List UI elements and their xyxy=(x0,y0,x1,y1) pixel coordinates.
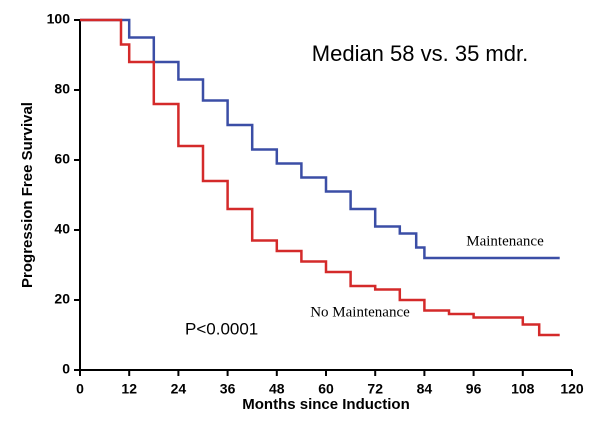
x-tick-label: 60 xyxy=(318,381,334,397)
y-tick-label: 20 xyxy=(54,291,70,307)
x-tick-label: 48 xyxy=(269,381,285,397)
x-tick-label: 120 xyxy=(560,381,584,397)
p-value: P<0.0001 xyxy=(185,319,258,338)
x-tick-label: 96 xyxy=(466,381,482,397)
y-tick-label: 0 xyxy=(62,361,70,377)
x-tick-label: 24 xyxy=(171,381,187,397)
y-axis-title: Progression Free Survival xyxy=(19,102,36,288)
y-tick-label: 100 xyxy=(47,11,71,27)
x-axis-title: Months since Induction xyxy=(242,396,410,413)
y-tick-label: 80 xyxy=(54,81,70,97)
x-tick-label: 0 xyxy=(76,381,84,397)
x-tick-label: 36 xyxy=(220,381,236,397)
series-label: Maintenance xyxy=(466,233,544,249)
x-tick-label: 72 xyxy=(367,381,383,397)
median-annotation: Median 58 vs. 35 mdr. xyxy=(312,41,528,66)
series-label: No Maintenance xyxy=(310,304,410,320)
x-tick-label: 84 xyxy=(417,381,433,397)
y-tick-label: 40 xyxy=(54,221,70,237)
x-tick-label: 108 xyxy=(511,381,535,397)
survival-curve xyxy=(80,18,560,337)
y-tick-label: 60 xyxy=(54,151,70,167)
x-tick-label: 12 xyxy=(121,381,137,397)
